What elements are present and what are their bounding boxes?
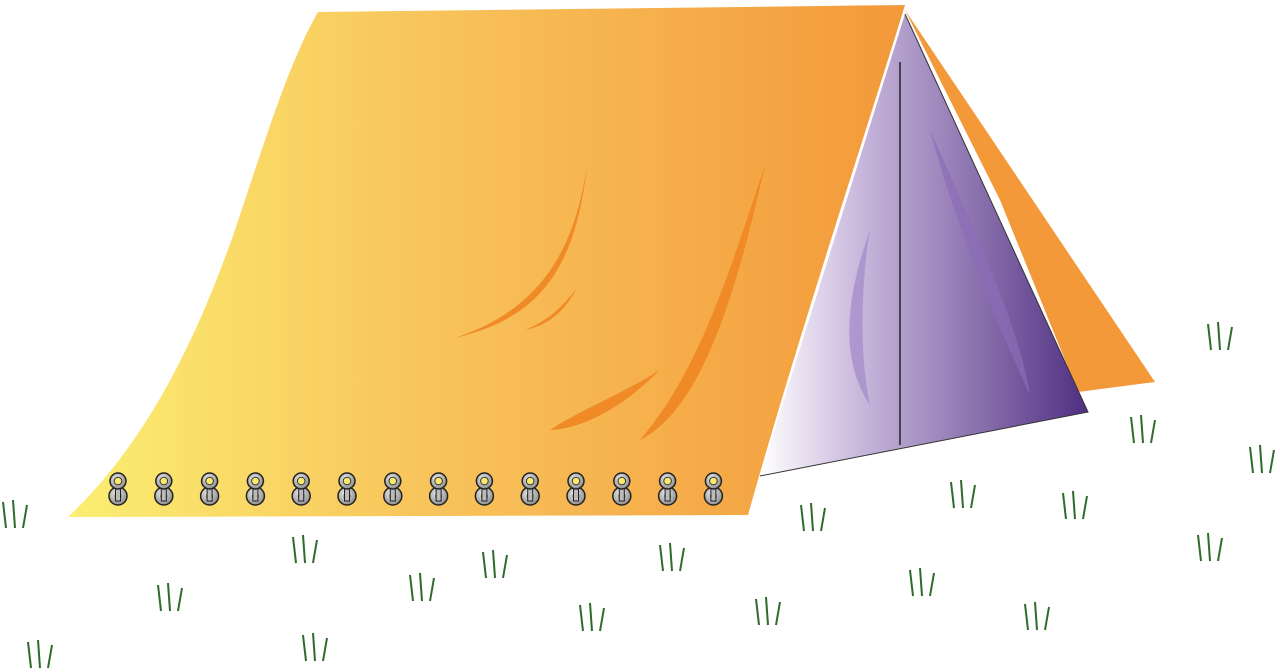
grass-tuft [950,479,976,509]
fabric-fold [455,165,587,338]
grass-tuft [1197,532,1223,562]
grommet-icon [703,472,724,506]
grass-tuft [1062,490,1088,520]
grass-tuft [1207,321,1233,351]
tent-door [760,14,1088,476]
grass-tuft [302,632,328,662]
grass-tuft [1130,414,1156,444]
fabric-fold [550,370,660,430]
grass-tuft [157,582,183,612]
grommet-icon [612,472,632,506]
grass-tuft [292,534,318,564]
grass-tuft [909,567,935,597]
door-edge [759,13,1089,477]
grommet-icon [108,472,128,506]
grommet-icon [199,472,220,506]
tent-front-panel [68,5,905,517]
grommet-icon [337,472,357,506]
grommet-row [108,472,724,506]
grommet-icon [566,472,586,506]
grass [2,321,1275,669]
grass-tuft [755,596,781,626]
grommet-icon [428,472,449,506]
grommet-icon [245,472,266,506]
grass-tuft [1024,601,1050,631]
grass-tuft [1249,444,1275,474]
grass-tuft [2,499,28,529]
grass-tuft [579,602,605,632]
grass-tuft [659,542,685,572]
door-fold [930,130,1030,395]
door-fold [849,230,870,405]
grass-tuft [800,502,826,532]
grass-tuft [27,639,53,669]
grommet-icon [154,472,174,506]
grass-tuft [482,549,508,579]
grommet-icon [383,472,403,506]
tent-back-flap [905,10,1155,392]
grommet-icon [291,472,311,506]
grass-tuft [409,572,435,602]
grommet-icon [474,472,495,506]
grommet-icon [657,472,678,506]
grommet-icon [520,472,540,506]
